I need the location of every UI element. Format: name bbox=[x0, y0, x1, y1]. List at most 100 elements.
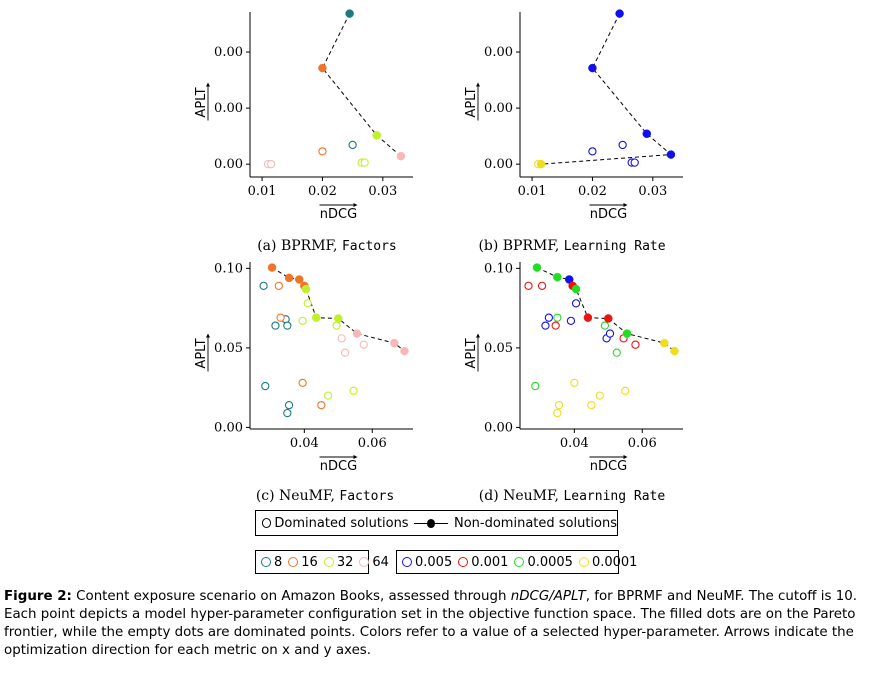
panel-caption-d: (d) NeuMF, Learning Rate bbox=[479, 488, 666, 504]
dominated-point bbox=[524, 281, 533, 291]
legend-marker-icon bbox=[359, 557, 370, 567]
dominated-point bbox=[271, 321, 280, 330]
panel-caption-param: Factors bbox=[342, 239, 397, 254]
pareto-point bbox=[396, 151, 406, 161]
y-tick-label: 0.05 bbox=[484, 341, 513, 356]
pareto-point bbox=[352, 329, 362, 338]
pareto-point bbox=[622, 329, 632, 338]
pareto-point bbox=[660, 338, 669, 348]
pareto-frontier-line bbox=[321, 13, 402, 157]
dominated-point bbox=[595, 391, 604, 400]
legend-marker-icon bbox=[578, 557, 589, 567]
y-tick-label: 0.00 bbox=[214, 45, 243, 60]
pareto-point bbox=[571, 284, 581, 294]
dominated-point bbox=[317, 400, 326, 410]
panel-caption-prefix: (d) NeuMF, bbox=[479, 488, 564, 504]
y-axis-label: APLT bbox=[464, 87, 479, 117]
y-tick-label: 0.10 bbox=[484, 261, 513, 276]
legend-item-label: 0.0005 bbox=[527, 554, 573, 570]
pareto-point bbox=[400, 346, 409, 356]
figure-panels: 0.01 0.02 0.03 0.00 0.00 0.00 nDCG APLT (a) BPRM… bbox=[194, 9, 683, 504]
dominated-marker-icon bbox=[262, 518, 272, 528]
panel-a: 0.01 0.02 0.03 0.00 0.00 0.00 nDCG APLT (a) BPRM… bbox=[194, 9, 413, 254]
y-axis-label: APLT bbox=[194, 338, 209, 368]
legend-item: 0.005 bbox=[402, 555, 452, 570]
dominated-point bbox=[323, 391, 333, 400]
pareto-frontier-line bbox=[536, 267, 675, 352]
pareto-point bbox=[294, 275, 304, 284]
dominated-point bbox=[531, 381, 540, 391]
dominated-point bbox=[303, 299, 312, 308]
y-arrow-head-icon bbox=[206, 82, 210, 87]
legend-marker-icon bbox=[261, 557, 271, 567]
legend-item-label: 0.0001 bbox=[591, 554, 638, 570]
legend-learning-rate: 0.005 0.001 0.0005 0.0001 bbox=[396, 550, 637, 574]
dominated-point bbox=[348, 140, 357, 150]
y-tick-label: 0.00 bbox=[484, 157, 513, 172]
y-arrow-head-icon bbox=[206, 333, 210, 338]
legend-marker-icon bbox=[402, 557, 412, 567]
dominated-point bbox=[537, 281, 547, 291]
legend-nondominated-label: Non-dominated solutions bbox=[453, 515, 618, 531]
y-tick-label: 0.00 bbox=[484, 101, 513, 116]
caption-text-1: Content exposure scenario on Amazon Book… bbox=[71, 589, 511, 604]
x-tick-label: 0.03 bbox=[638, 184, 667, 199]
panel-b: 0.01 0.02 0.03 0.00 0.00 0.00 nDCG APLT (b) BPRM… bbox=[464, 9, 683, 254]
y-axis-label: APLT bbox=[194, 87, 209, 117]
panel-caption-prefix: (b) BPRMF, bbox=[478, 238, 563, 254]
y-tick-label: 0.05 bbox=[214, 341, 243, 356]
x-tick-label: 0.04 bbox=[560, 436, 589, 451]
legend-line-icon bbox=[414, 522, 428, 524]
dominated-point bbox=[259, 281, 268, 291]
x-tick-label: 0.06 bbox=[358, 436, 387, 451]
dominated-point bbox=[571, 299, 581, 308]
legend-item: 16 bbox=[288, 555, 318, 570]
legend-solutions: Dominated solutions Non-dominated soluti… bbox=[255, 510, 618, 536]
legend-marker-icon bbox=[514, 557, 525, 567]
x-tick-label: 0.03 bbox=[368, 184, 397, 199]
pareto-point bbox=[670, 346, 679, 356]
y-tick-label: 0.00 bbox=[214, 157, 243, 172]
x-axis-label: nDCG bbox=[320, 207, 357, 222]
dominated-point bbox=[570, 378, 579, 388]
caption-metric: nDCG/APLT bbox=[510, 589, 586, 604]
dominated-point bbox=[587, 400, 596, 410]
pareto-point bbox=[604, 314, 613, 323]
dominated-point bbox=[553, 408, 562, 418]
pareto-point bbox=[583, 313, 593, 322]
dominated-point bbox=[337, 334, 346, 343]
x-axis-label: nDCG bbox=[320, 459, 357, 474]
dominated-point bbox=[553, 313, 562, 322]
dominated-point bbox=[266, 160, 276, 169]
y-tick-label: 0.00 bbox=[484, 420, 513, 435]
x-tick-label: 0.02 bbox=[578, 184, 607, 199]
x-tick-label: 0.02 bbox=[308, 184, 337, 199]
x-axis-label: nDCG bbox=[590, 207, 627, 222]
dominated-point bbox=[298, 316, 307, 325]
legend-item-label: 64 bbox=[372, 554, 389, 570]
dominated-point bbox=[588, 147, 597, 156]
dominated-point bbox=[360, 158, 369, 167]
legend-item-label: 32 bbox=[336, 554, 354, 570]
dominated-point bbox=[630, 158, 639, 167]
pareto-point bbox=[334, 314, 343, 323]
x-arrow-head-icon bbox=[623, 455, 628, 459]
pareto-point bbox=[284, 273, 294, 283]
pareto-point bbox=[642, 129, 652, 138]
dominated-point bbox=[318, 147, 327, 156]
dominated-point bbox=[298, 378, 307, 388]
pareto-point bbox=[311, 313, 321, 322]
dominated-point bbox=[283, 408, 292, 418]
pareto-point bbox=[532, 263, 542, 272]
pareto-point bbox=[345, 9, 354, 18]
dominated-point bbox=[554, 400, 564, 410]
panel-c: 0.04 0.06 0.00 0.05 0.10 nDCG APLT (c) NeuMF, F… bbox=[194, 261, 413, 504]
dominated-point bbox=[340, 348, 350, 357]
legend-item-label: 8 bbox=[274, 554, 283, 570]
legend-line-icon bbox=[435, 522, 449, 524]
legend-item: 0.001 bbox=[458, 555, 508, 570]
pareto-point bbox=[536, 159, 546, 169]
pareto-point bbox=[615, 9, 624, 18]
dominated-point bbox=[621, 386, 630, 395]
caption-text-2: , for BPRMF and NeuMF. The cutoff is 10.… bbox=[4, 589, 858, 658]
